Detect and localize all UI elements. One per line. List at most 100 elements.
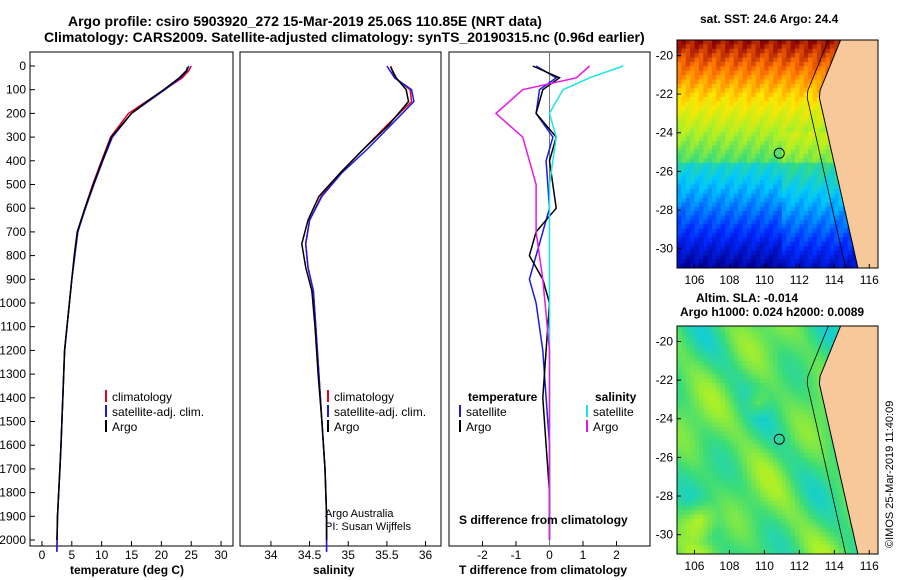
legend-mark-diff-t-argo <box>459 420 461 432</box>
map-cell <box>711 532 717 537</box>
map-cell <box>816 105 822 111</box>
map-cell <box>729 426 735 432</box>
map-cell <box>711 347 717 353</box>
map-cell <box>808 44 813 50</box>
map-cell <box>760 396 765 402</box>
map-cell <box>781 426 787 432</box>
map-cell <box>768 422 774 428</box>
map-cell <box>711 149 717 155</box>
map-cell <box>755 378 761 384</box>
map-cell <box>703 136 709 142</box>
map-cell <box>707 105 713 111</box>
map-cell <box>738 532 744 537</box>
map-cell <box>816 254 822 260</box>
map-cell <box>690 457 695 463</box>
map-cell <box>720 97 726 102</box>
map-cell <box>738 523 744 529</box>
map-cell <box>760 479 765 485</box>
map-cell <box>720 413 726 419</box>
map-cell <box>746 466 752 472</box>
map-cell <box>808 400 813 406</box>
map-cell <box>768 334 774 340</box>
map-cell <box>677 132 682 137</box>
map-cell <box>777 263 783 268</box>
map-cell <box>725 391 730 397</box>
map-cell <box>720 53 726 59</box>
map-cell <box>711 48 717 54</box>
map-cell <box>681 365 687 371</box>
map-cell <box>803 374 809 380</box>
map-cell <box>786 219 792 225</box>
depth-tick-label: 1400 <box>0 391 26 405</box>
map-cell <box>768 254 774 260</box>
map-cell <box>733 418 739 423</box>
map-cell <box>677 505 682 511</box>
map-cell <box>816 334 822 340</box>
map-cell <box>834 197 840 203</box>
map-cell <box>703 510 709 516</box>
map-cell <box>821 475 827 480</box>
map-cell <box>720 422 726 428</box>
map-cell <box>794 197 800 203</box>
map-cell <box>760 250 765 256</box>
map-cell <box>742 75 748 80</box>
map-cell <box>738 75 744 80</box>
map-cell <box>825 154 831 159</box>
map-cell <box>773 254 778 260</box>
map-cell <box>738 448 744 454</box>
map-cell <box>790 532 796 537</box>
map-cell <box>685 167 691 173</box>
map-cell <box>690 184 695 190</box>
map-cell <box>720 492 726 498</box>
map-cell <box>764 101 770 107</box>
map-cell <box>781 497 787 502</box>
map-cell <box>685 202 691 208</box>
map-cell <box>821 330 827 336</box>
map-cell <box>720 167 726 173</box>
map-cell <box>677 352 682 358</box>
map-cell <box>738 352 744 358</box>
map-cell <box>716 83 722 89</box>
map-cell <box>816 136 822 142</box>
map-cell <box>773 123 778 129</box>
map-cell <box>711 540 717 546</box>
map-cell <box>711 110 717 116</box>
map-cell <box>777 492 783 498</box>
map-cell <box>773 127 778 133</box>
map-cell <box>777 180 783 186</box>
map-cell <box>738 92 744 98</box>
map-cell <box>760 158 765 164</box>
map-cell <box>764 193 770 199</box>
map-cell <box>677 197 682 203</box>
map-cell <box>843 518 848 524</box>
map-cell <box>821 202 827 208</box>
map-cell <box>707 162 713 168</box>
map-cell <box>799 413 805 419</box>
map-cell <box>711 444 717 450</box>
legend-diff-s-argo: Argo <box>593 420 619 434</box>
sst-map-title: sat. SST: 24.6 Argo: 24.4 <box>700 12 839 26</box>
map-cell <box>677 254 682 260</box>
map-cell <box>821 404 827 410</box>
map-cell <box>690 224 695 230</box>
map-cell <box>694 158 700 164</box>
map-cell <box>808 149 813 155</box>
map-cell <box>698 237 704 243</box>
map-cell <box>781 158 787 164</box>
map-cell <box>733 532 739 537</box>
map-cell <box>711 383 717 388</box>
map-cell <box>808 461 813 467</box>
x-tick-label: 10 <box>95 548 109 562</box>
map-cell <box>707 123 713 129</box>
map-cell <box>760 426 765 432</box>
map-cell <box>733 483 739 489</box>
map-cell <box>720 347 726 353</box>
map-cell <box>746 92 752 98</box>
map-cell <box>816 197 822 203</box>
map-x-tick-label: 108 <box>719 273 739 287</box>
map-cell <box>742 378 748 384</box>
map-cell <box>764 123 770 129</box>
map-cell <box>825 497 831 502</box>
map-cell <box>720 475 726 480</box>
map-cell <box>733 48 739 54</box>
